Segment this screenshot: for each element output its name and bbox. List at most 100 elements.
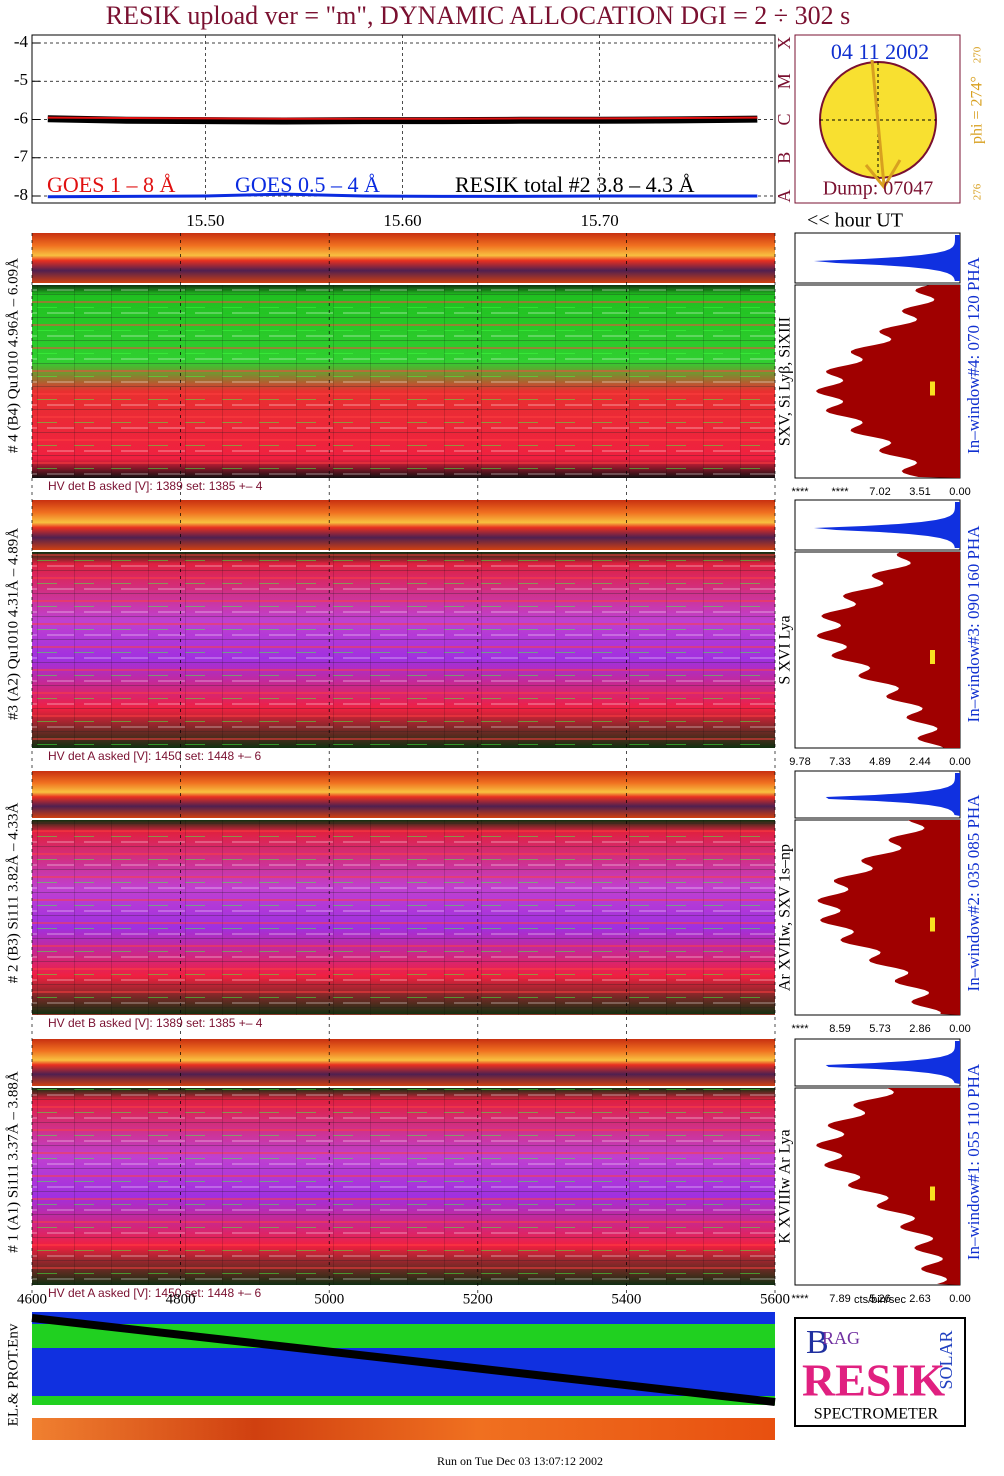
time-tick-label: 5600: [760, 1291, 790, 1307]
time-tick-label: 4800: [166, 1291, 196, 1307]
window-label: In–window#4: 070 120 PHA: [964, 256, 983, 454]
hist-tick-label: ****: [791, 1293, 809, 1305]
legend-entry: RESIK total #2 3.8 – 4.3 Å: [455, 172, 695, 197]
spectrogram-texture: [32, 820, 775, 1015]
x-tick-label: 15.50: [186, 211, 224, 230]
hist-large: [817, 820, 960, 1015]
hv-label: HV det A asked [V]: 1450 set: 1448 +– 6: [48, 749, 261, 763]
goes-class: C: [774, 113, 794, 125]
logo-letter: B: [806, 1324, 829, 1361]
line-label: SXV, Si Lyβ, SiXIII: [777, 317, 794, 446]
sun-frame: [794, 34, 961, 204]
env-band: [32, 1312, 775, 1324]
hist-tick-label: 8.59: [829, 1023, 850, 1035]
hist-tick-label: 7.02: [869, 486, 890, 498]
hist-tick-label: 0.00: [949, 756, 970, 768]
sun-phi-low: 276: [972, 183, 984, 200]
y-tick-label: -6: [14, 108, 28, 127]
spectrum-strip: [32, 500, 775, 550]
panel-ylabel: #3 (A2) Qu1010 4.31Å – 4.89Å: [5, 528, 21, 720]
env-strip: [32, 1418, 775, 1440]
x-axis-label: << hour UT: [807, 210, 903, 232]
series-line: [47, 116, 758, 120]
spectrum-strip: [32, 233, 775, 283]
y-tick-label: -4: [14, 32, 29, 51]
logo-letter: SOLAR: [936, 1330, 956, 1389]
footer: Run on Tue Dec 03 13:07:12 2002: [437, 1454, 603, 1468]
hist-tick-label: 0.00: [949, 1293, 970, 1305]
hist-large: [815, 285, 960, 478]
hist-tick-label: 5.26: [869, 1293, 890, 1305]
window-label: In–window#1: 055 110 PHA: [964, 1063, 983, 1260]
goes-class: M: [774, 73, 794, 89]
hist-marker: [930, 917, 935, 932]
line-label: S XVI Lya: [777, 615, 794, 684]
window-label: In–window#2: 035 085 PHA: [964, 794, 983, 992]
hist-small: [813, 235, 960, 281]
spectrum-strip: [32, 1039, 775, 1086]
hist-tick-label: 7.33: [829, 756, 850, 768]
logo-frame: [794, 1317, 966, 1427]
window-label: In–window#3: 090 160 PHA: [964, 525, 983, 723]
x-tick-label: 15.60: [383, 211, 421, 230]
hist-marker: [930, 650, 935, 664]
hist-tick-label: 5.73: [869, 1023, 890, 1035]
panel-ylabel: # 2 (B3) Si111 3.82Å – 4.33Å: [5, 803, 21, 984]
hv-label: HV det A asked [V]: 1450 set: 1448 +– 6: [48, 1286, 261, 1300]
hist-large: [816, 1088, 960, 1285]
hist-tick-label: 9.78: [789, 756, 810, 768]
logo-caption: SPECTROMETER: [814, 1406, 939, 1423]
hist-tick-label: 3.51: [909, 486, 930, 498]
series-line: [47, 192, 758, 199]
y-tick-label: -5: [14, 70, 28, 89]
time-tick-label: 5400: [611, 1291, 641, 1307]
env-trace: [31, 1314, 776, 1406]
hist-small: [825, 1041, 960, 1084]
legend-entry: GOES 1 – 8 Å: [47, 172, 175, 197]
hist-small: [813, 502, 960, 548]
sun-dump: Dump: 07047: [823, 178, 934, 200]
hist-tick-label: ****: [791, 1023, 809, 1035]
hv-label: HV det B asked [V]: 1389 set: 1385 +– 4: [48, 479, 263, 493]
hist-marker: [930, 1186, 935, 1201]
goes-class: B: [774, 152, 794, 164]
spectrogram-texture: [32, 552, 775, 748]
hist-tick-label: 7.89: [829, 1293, 850, 1305]
spectrum-strip: [32, 771, 775, 818]
hist-tick-label: 2.44: [909, 756, 930, 768]
sun-date: 04 11 2002: [831, 39, 929, 64]
goes-class: X: [774, 37, 794, 50]
sun-phi: phi = 274°: [969, 76, 986, 144]
hv-label: HV det B asked [V]: 1389 set: 1385 +– 4: [48, 1016, 263, 1030]
line-label: Ar XVIIw, SXV 1s–np: [777, 844, 794, 991]
sun-arrow: [870, 59, 886, 186]
hist-tick-label: 2.63: [909, 1293, 930, 1305]
panel-ylabel: # 1 (A1) Si111 3.37Å – 3.88Å: [5, 1071, 21, 1253]
hist-tick-label: ****: [831, 486, 849, 498]
sun-arrowhead: [864, 159, 902, 190]
logo-letter: RAG: [822, 1328, 860, 1348]
page-title: RESIK upload ver = "m", DYNAMIC ALLOCATI…: [106, 1, 850, 30]
hist-marker: [930, 381, 935, 396]
time-tick-label: 5000: [314, 1291, 344, 1307]
hist-tick-label: 4.89: [869, 756, 890, 768]
env-ylabel: EL.& PROT.Env: [5, 1323, 21, 1426]
hist-tick-label: 2.86: [909, 1023, 930, 1035]
hist-xlabel: cts/bin/sec: [854, 1294, 906, 1306]
hist-tick-label: 0.00: [949, 1023, 970, 1035]
time-tick-label: 4600: [17, 1291, 47, 1307]
spectrogram-texture: [32, 285, 775, 478]
series-line: [47, 115, 758, 125]
hist-tick-label: ****: [791, 486, 809, 498]
hist-small: [825, 773, 960, 816]
time-tick-label: 5200: [463, 1291, 493, 1307]
y-tick-label: -7: [14, 147, 29, 166]
line-label: K XVIIIw Ar Lya: [777, 1129, 794, 1243]
logo-letter: RESIK: [802, 1355, 945, 1406]
hist-large: [816, 552, 960, 748]
y-tick-label: -8: [14, 185, 28, 204]
goes-class: A: [774, 190, 794, 203]
hist-tick-label: 0.00: [949, 486, 970, 498]
